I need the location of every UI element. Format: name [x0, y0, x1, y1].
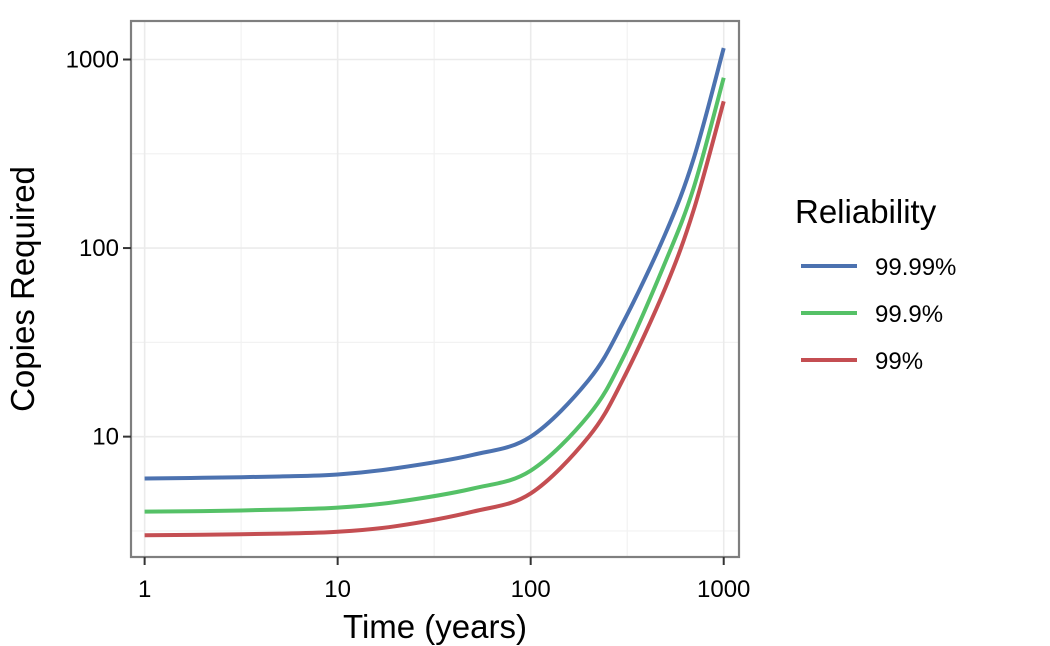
x-axis-title: Time (years) [343, 608, 527, 645]
legend-items: 99.99% 99.9% 99% [801, 254, 956, 375]
plot-panel [131, 21, 739, 557]
y-tick-label: 1000 [66, 46, 119, 73]
y-axis-title: Copies Required [4, 166, 41, 412]
y-tick-label: 10 [92, 424, 119, 451]
series-line-99-9 [144, 77, 726, 514]
y-tick-label: 100 [79, 235, 119, 262]
minor-gridlines [131, 21, 739, 557]
plot-border [129, 19, 741, 559]
series-line-99 [144, 100, 726, 538]
y-axis: 10 100 1000 [66, 46, 131, 451]
x-tick-label: 1 [138, 576, 151, 603]
legend-title: Reliability [795, 193, 937, 230]
legend-label-99-9: 99.9% [875, 301, 943, 328]
x-tick-label: 10 [324, 576, 351, 603]
x-tick-label: 1000 [697, 576, 750, 603]
legend-label-99-99: 99.99% [875, 254, 956, 281]
x-tick-label: 100 [511, 576, 551, 603]
major-gridlines [131, 21, 739, 557]
series-line-99-99 [144, 47, 726, 481]
series-lines [144, 47, 726, 538]
x-axis: 1 10 100 1000 [138, 557, 750, 603]
legend-label-99: 99% [875, 348, 923, 375]
legend: Reliability 99.99% 99.9% 99% [795, 193, 956, 375]
